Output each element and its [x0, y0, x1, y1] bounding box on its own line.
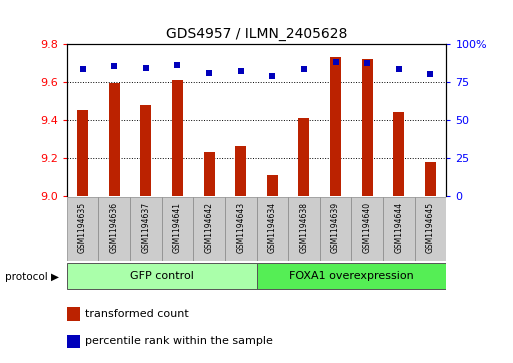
Bar: [204, 152, 214, 196]
Point: [363, 61, 371, 66]
Bar: [162, 197, 193, 261]
Point: [426, 71, 435, 77]
Text: GSM1194644: GSM1194644: [394, 202, 403, 253]
Text: GSM1194635: GSM1194635: [78, 202, 87, 253]
Bar: [393, 112, 404, 196]
Bar: [299, 118, 309, 196]
Bar: [67, 197, 98, 261]
Point: [394, 66, 403, 72]
Bar: [67, 263, 256, 289]
Text: GFP control: GFP control: [130, 271, 193, 281]
Point: [78, 66, 87, 72]
Point: [173, 62, 182, 68]
Bar: [109, 83, 120, 196]
Bar: [193, 197, 225, 261]
Bar: [172, 80, 183, 196]
Text: GSM1194645: GSM1194645: [426, 202, 435, 253]
Point: [142, 65, 150, 71]
Bar: [140, 106, 151, 196]
Text: GSM1194636: GSM1194636: [110, 202, 119, 253]
Bar: [130, 197, 162, 261]
Bar: [288, 197, 320, 261]
Bar: [256, 263, 446, 289]
Point: [110, 64, 118, 69]
Bar: [225, 197, 256, 261]
Bar: [235, 146, 246, 196]
Bar: [330, 57, 341, 196]
Text: percentile rank within the sample: percentile rank within the sample: [85, 336, 272, 346]
Bar: [351, 197, 383, 261]
Text: GSM1194641: GSM1194641: [173, 202, 182, 253]
Point: [236, 68, 245, 74]
Bar: [77, 110, 88, 196]
Bar: [425, 162, 436, 196]
Text: GSM1194634: GSM1194634: [268, 202, 277, 253]
Point: [331, 59, 340, 65]
Bar: [267, 175, 278, 196]
Text: GSM1194637: GSM1194637: [141, 202, 150, 253]
Text: FOXA1 overexpression: FOXA1 overexpression: [289, 271, 414, 281]
Text: GSM1194638: GSM1194638: [300, 202, 308, 253]
Bar: [320, 197, 351, 261]
Bar: [383, 197, 415, 261]
Point: [268, 73, 277, 78]
Bar: [415, 197, 446, 261]
Point: [205, 70, 213, 76]
Point: [300, 66, 308, 72]
Bar: [362, 59, 373, 196]
Title: GDS4957 / ILMN_2405628: GDS4957 / ILMN_2405628: [166, 27, 347, 41]
Text: GSM1194642: GSM1194642: [205, 202, 213, 253]
Text: protocol ▶: protocol ▶: [5, 272, 59, 282]
Text: GSM1194643: GSM1194643: [236, 202, 245, 253]
Text: GSM1194639: GSM1194639: [331, 202, 340, 253]
Text: GSM1194640: GSM1194640: [363, 202, 372, 253]
Bar: [256, 197, 288, 261]
Text: transformed count: transformed count: [85, 309, 188, 319]
Bar: [98, 197, 130, 261]
